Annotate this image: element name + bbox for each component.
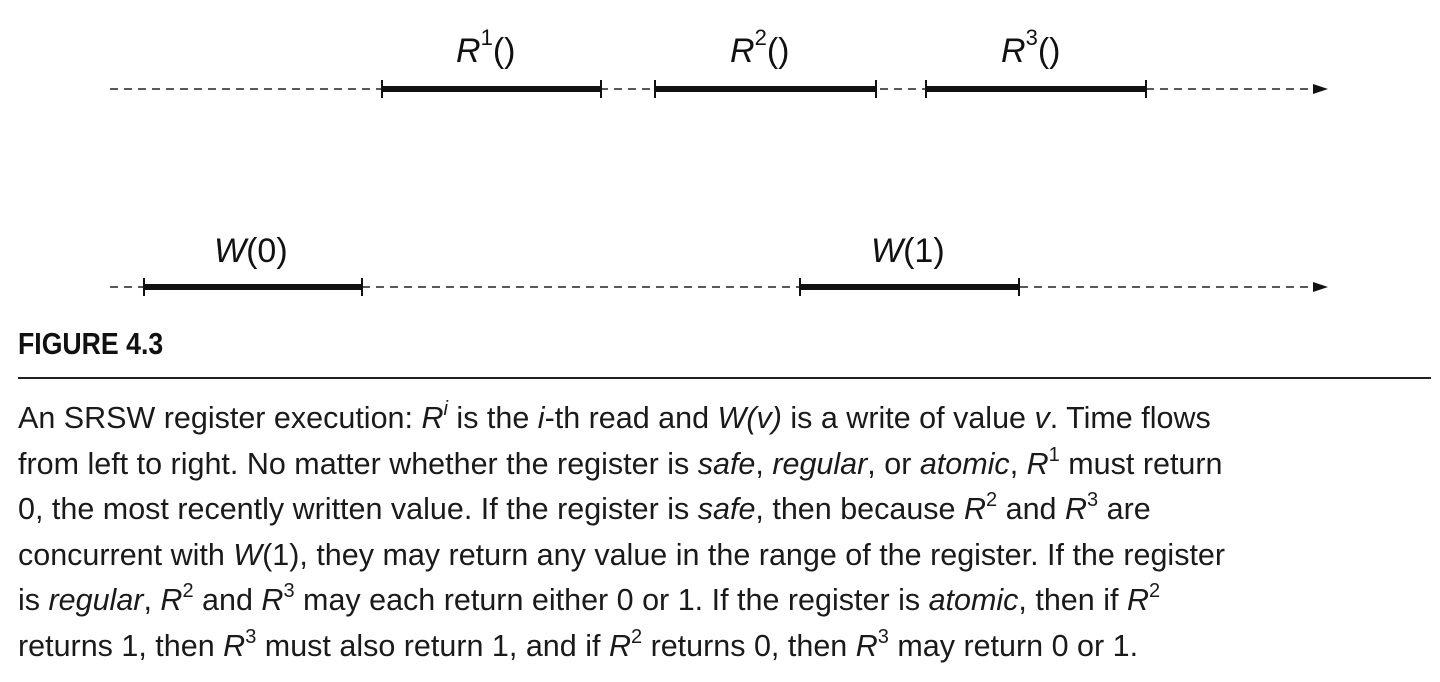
write-label-1: W(0) (214, 232, 288, 270)
figure-caption: An SRSW register execution: Ri is the i-… (18, 396, 1438, 669)
caption-line-6: returns 1, then R3 must also return 1, a… (18, 625, 1139, 663)
caption-line-3: 0, the most recently written value. If t… (18, 489, 1151, 526)
read-interval-2: R2() (654, 25, 877, 98)
caption-line-1: An SRSW register execution: Ri is the i-… (18, 398, 1211, 435)
write-interval-1: W(0) (143, 232, 363, 296)
caption-divider (18, 377, 1431, 379)
reader-timeline: R1() R2() R3() (110, 25, 1328, 98)
reader-time-arrowhead (1313, 84, 1328, 94)
caption-line-4: concurrent with W(1), they may return an… (18, 537, 1226, 572)
write-label-2: W(1) (871, 232, 945, 270)
caption-line-2: from left to right. No matter whether th… (18, 443, 1223, 481)
read-interval-3: R3() (925, 25, 1147, 98)
writer-time-arrowhead (1313, 282, 1328, 292)
caption-line-5: is regular, R2 and R3 may each return ei… (18, 580, 1161, 617)
write-interval-2: W(1) (799, 232, 1020, 296)
writer-timeline: W(0) W(1) (110, 232, 1328, 296)
read-label-2: R2() (730, 25, 789, 70)
read-label-1: R1() (456, 25, 515, 70)
read-interval-1: R1() (381, 25, 602, 98)
register-timeline-diagram: R1() R2() R3() W(0 (110, 25, 1328, 296)
figure-label: FIGURE 4.3 (18, 326, 164, 361)
read-label-3: R3() (1001, 25, 1060, 70)
